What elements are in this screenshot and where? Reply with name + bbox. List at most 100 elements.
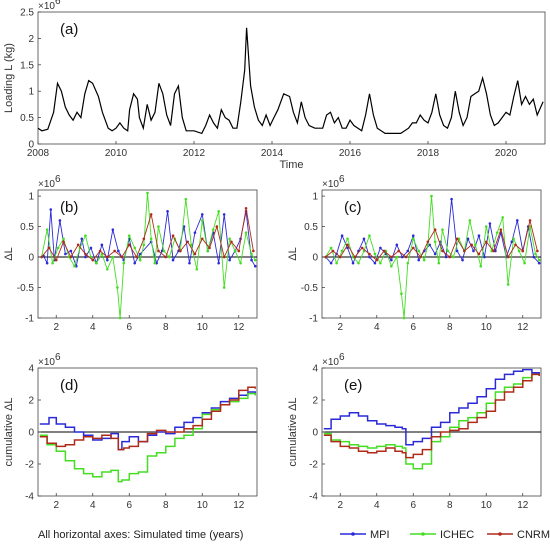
data-point-cnrm [237, 249, 241, 253]
data-point-mpi [433, 252, 437, 256]
data-point-mpi [250, 258, 253, 262]
data-point-ichec [329, 246, 333, 250]
data-point-ichec [244, 231, 248, 234]
y-exponent-label: ×10 [322, 179, 339, 190]
x-tick-label: 8 [447, 500, 453, 511]
data-point-cnrm [506, 255, 510, 259]
data-point-cnrm [433, 228, 437, 231]
data-point-ichec [484, 225, 488, 228]
data-point-mpi [106, 258, 109, 262]
data-point-cnrm [360, 246, 364, 250]
y-tick-label: -1 [309, 314, 318, 325]
data-point-ichec [162, 249, 166, 253]
x-tick-label: 2010 [105, 148, 128, 159]
x-tick-label: 2 [337, 500, 343, 511]
data-point-cnrm [106, 255, 109, 259]
data-point-ichec [417, 249, 421, 253]
y-tick-label: 4 [28, 364, 34, 375]
data-point-ichec [84, 234, 87, 238]
data-point-cnrm [62, 240, 65, 244]
data-point-mpi [171, 258, 175, 262]
data-point-cnrm [499, 228, 503, 231]
y-tick-label: 0.5 [20, 113, 34, 124]
data-point-mpi [466, 237, 470, 241]
data-point-mpi [193, 231, 197, 234]
data-point-cnrm [470, 243, 473, 247]
y-exponent-power: 6 [55, 0, 61, 7]
data-point-mpi [373, 261, 377, 265]
data-point-ichec [122, 261, 126, 265]
series-line [37, 27, 544, 135]
data-point-cnrm [455, 237, 459, 241]
data-point-ichec [239, 261, 242, 265]
data-point-ichec [379, 261, 382, 265]
data-point-ichec [468, 219, 472, 222]
y-tick-label: 0 [312, 428, 318, 439]
data-point-cnrm [338, 255, 342, 259]
data-point-mpi [84, 255, 87, 259]
x-tick-label: 4 [374, 322, 380, 333]
data-point-mpi [488, 222, 492, 225]
data-point-mpi [58, 219, 62, 222]
data-point-cnrm [84, 252, 87, 256]
data-point-cnrm [528, 219, 532, 222]
data-point-ichec [501, 216, 504, 219]
y-tick-label: 0 [312, 253, 318, 264]
x-tick-label: 6 [410, 500, 416, 511]
y-tick-label: -4 [309, 492, 318, 503]
data-point-ichec [490, 249, 494, 253]
x-tick-label: 2012 [183, 148, 206, 159]
data-point-cnrm [331, 249, 335, 253]
data-point-ichec [395, 255, 399, 259]
data-point-cnrm [113, 249, 116, 253]
panel-label: (c) [344, 199, 362, 216]
data-point-ichec [534, 252, 537, 256]
data-point-ichec [335, 261, 338, 265]
data-point-cnrm [448, 255, 452, 259]
data-point-ichec [222, 286, 226, 289]
data-point-mpi [160, 249, 164, 253]
data-point-mpi [472, 249, 475, 253]
data-point-ichec [200, 219, 204, 222]
data-point-ichec [211, 228, 215, 231]
x-tick-label: 8 [163, 322, 169, 333]
plot-frame [321, 189, 542, 319]
data-point-cnrm [171, 234, 175, 238]
data-point-ichec [168, 255, 171, 259]
x-tick-label: 4 [90, 322, 96, 333]
data-point-ichec [184, 197, 188, 201]
x-tick-label: 4 [90, 500, 96, 511]
x-tick-label: 8 [447, 322, 453, 333]
data-point-cnrm [215, 225, 219, 228]
data-point-cnrm [76, 243, 80, 247]
legend: MPI ICHEC CNRM [340, 529, 550, 541]
data-point-mpi [111, 228, 115, 231]
data-point-mpi [537, 261, 541, 265]
y-exponent-power: 6 [339, 174, 345, 185]
x-tick-label: 2 [337, 322, 343, 333]
x-tick-label: 10 [197, 322, 209, 333]
data-point-ichec [390, 264, 393, 268]
data-point-ichec [452, 255, 455, 259]
data-point-mpi [166, 210, 169, 213]
data-point-ichec [228, 237, 231, 241]
data-point-ichec [142, 243, 146, 247]
data-point-ichec [118, 316, 122, 320]
y-tick-label: -2 [25, 460, 34, 471]
data-point-cnrm [98, 249, 102, 253]
data-point-mpi [532, 255, 535, 259]
data-point-ichec [406, 261, 410, 265]
data-point-cnrm [441, 249, 444, 253]
data-point-cnrm [208, 246, 211, 250]
data-point-cnrm [404, 255, 408, 259]
data-point-mpi [100, 243, 104, 247]
data-point-cnrm [149, 213, 153, 216]
data-point-mpi [222, 213, 226, 216]
x-tick-label: 2020 [495, 148, 518, 159]
y-axis-label: cumulative ΔL [287, 397, 299, 466]
data-point-mpi [177, 249, 180, 253]
y-axis-label: cumulative ΔL [3, 397, 15, 466]
y-exponent-power: 6 [55, 352, 61, 363]
data-point-ichec [157, 225, 160, 228]
data-point-ichec [433, 240, 437, 244]
